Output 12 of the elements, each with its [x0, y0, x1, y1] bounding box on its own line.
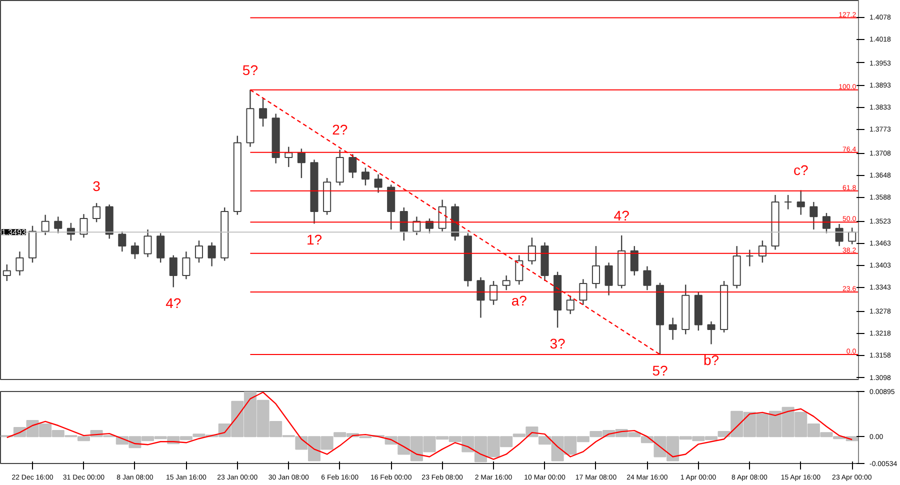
annotation: 4?	[166, 295, 182, 312]
annotation: 5?	[242, 62, 258, 78]
annotation: 1?	[306, 232, 322, 248]
annotation: 4?	[614, 207, 630, 224]
annotation: c?	[793, 162, 808, 178]
annotation: 3?	[550, 336, 566, 352]
annotation: b?	[703, 352, 720, 368]
annotation: 5?	[652, 362, 668, 379]
annotation: 3	[92, 178, 101, 194]
annotation: a?	[511, 292, 528, 309]
annotation: 2?	[332, 122, 348, 138]
ref-line-label: 1.3493	[2, 228, 27, 238]
